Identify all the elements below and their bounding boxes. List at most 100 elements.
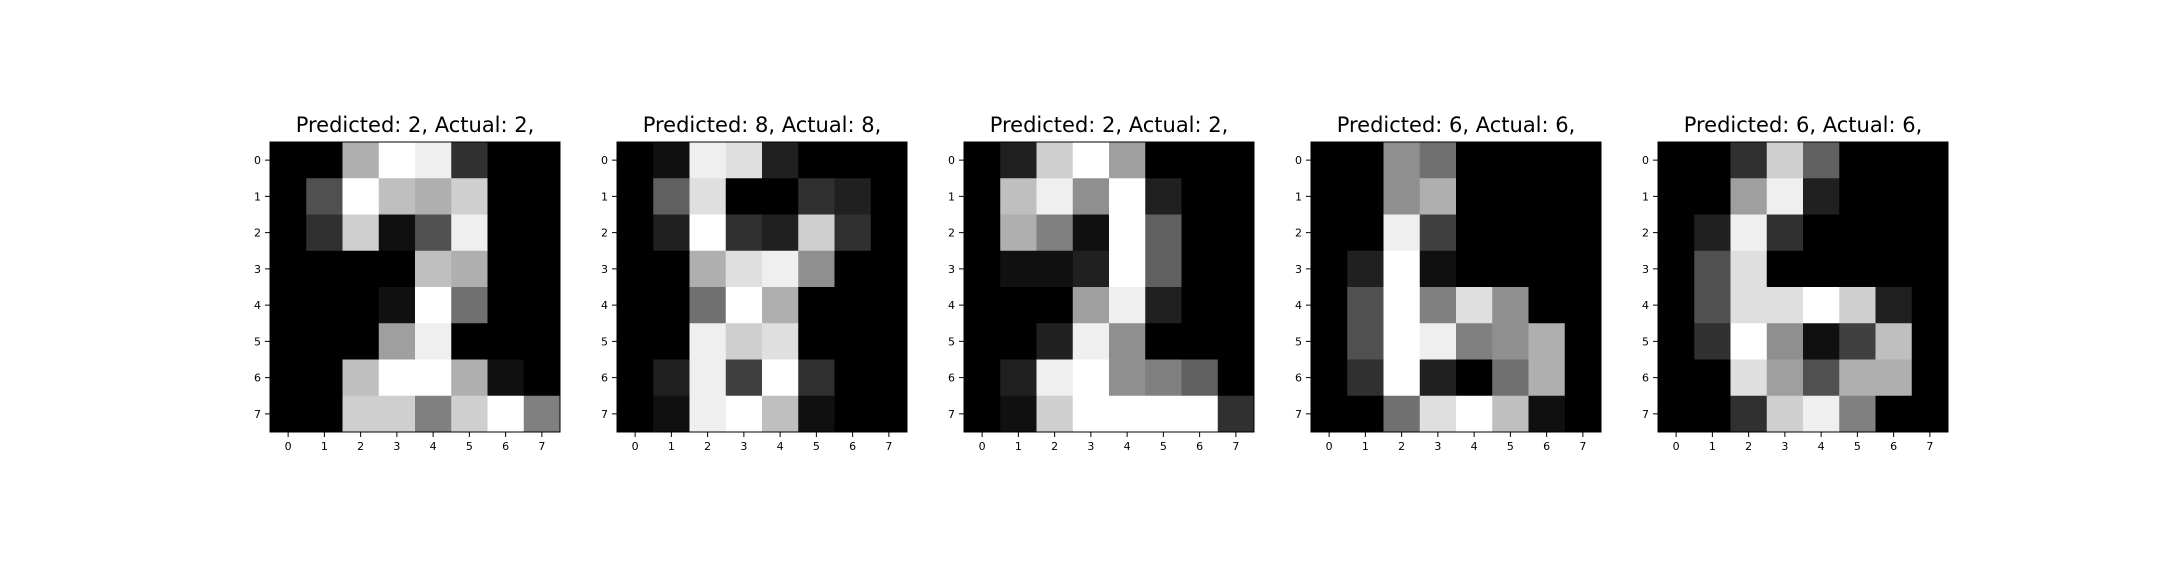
pixel-cell [1347, 214, 1384, 252]
pixel-cell [964, 178, 1001, 215]
y-tick-label: 5 [1295, 335, 1302, 348]
pixel-cell [1730, 250, 1768, 288]
y-tick-label: 6 [254, 372, 261, 385]
pixel-cell [270, 395, 307, 433]
pixel-cell [1181, 395, 1219, 433]
pixel-cell [1766, 178, 1804, 215]
pixel-cell [1347, 250, 1384, 288]
pixel-cell [451, 323, 488, 360]
pixel-cell [964, 323, 1001, 360]
pixel-cell [653, 359, 690, 397]
pixel-cell [762, 214, 799, 252]
x-tick-label: 4 [1818, 440, 1825, 453]
pixel-cell [870, 250, 908, 288]
pixel-cell [415, 323, 452, 360]
pixel-cell [798, 359, 835, 397]
pixel-cell [487, 178, 525, 215]
pixel-cell [762, 395, 799, 433]
pixel-cell [306, 287, 343, 324]
pixel-cell [1383, 287, 1421, 324]
pixel-cell [834, 323, 872, 360]
pixel-cell [689, 250, 727, 288]
pixel-cell [1839, 142, 1876, 179]
pixel-cell [523, 142, 561, 179]
pixel-cell [1564, 178, 1602, 215]
pixel-cell [523, 287, 561, 324]
pixel-cell [1730, 287, 1768, 324]
pixel-cell [1072, 250, 1110, 288]
pixel-cell [1803, 178, 1840, 215]
panel-title: Predicted: 8, Actual: 8, [643, 113, 882, 137]
pixel-cell [1109, 359, 1146, 397]
x-tick-label: 4 [777, 440, 784, 453]
pixel-cell [1528, 250, 1566, 288]
pixel-cell [1803, 395, 1840, 433]
pixel-cell [834, 250, 872, 288]
pixel-cell [1145, 359, 1182, 397]
x-tick-label: 0 [1673, 440, 1680, 453]
pixel-cell [1456, 323, 1493, 360]
pixel-cell [1694, 323, 1731, 360]
pixel-cell [1839, 323, 1876, 360]
x-tick-label: 7 [538, 440, 545, 453]
y-tick-label: 7 [254, 408, 261, 421]
pixel-cell [964, 142, 1001, 179]
pixel-cell [1875, 323, 1913, 360]
pixel-cell [451, 359, 488, 397]
pixel-cell [1000, 142, 1037, 179]
pixel-cell [487, 250, 525, 288]
pixel-cell [689, 214, 727, 252]
y-tick-label: 2 [254, 227, 261, 240]
pixel-cell [689, 323, 727, 360]
y-tick-label: 1 [1295, 190, 1302, 203]
pixel-cell [342, 214, 380, 252]
y-tick-label: 1 [601, 190, 608, 203]
pixel-cell [523, 178, 561, 215]
pixel-cell [1000, 323, 1037, 360]
pixel-cell [487, 287, 525, 324]
pixel-cell [523, 395, 561, 433]
pixel-cell [1492, 214, 1529, 252]
panel-title: Predicted: 6, Actual: 6, [1337, 113, 1576, 137]
pixel-cell [1658, 214, 1695, 252]
pixel-cell [1564, 395, 1602, 433]
pixel-cell [306, 178, 343, 215]
pixel-cell [689, 395, 727, 433]
pixel-cell [725, 142, 763, 179]
x-tick-label: 5 [466, 440, 473, 453]
pixel-cell [1911, 250, 1949, 288]
y-tick-label: 4 [1642, 299, 1649, 312]
y-tick-label: 4 [601, 299, 608, 312]
pixel-cell [1694, 359, 1731, 397]
pixel-cell [1658, 287, 1695, 324]
pixel-cell [1694, 250, 1731, 288]
pixel-cell [1145, 395, 1182, 433]
pixel-cell [523, 359, 561, 397]
pixel-cell [306, 250, 343, 288]
pixel-cell [1456, 287, 1493, 324]
pixel-cell [487, 395, 525, 433]
pixel-cell [834, 395, 872, 433]
pixel-cell [1109, 178, 1146, 215]
pixel-cell [1419, 323, 1457, 360]
pixel-cell [487, 323, 525, 360]
pixel-cell [1766, 323, 1804, 360]
pixel-cell [1875, 178, 1913, 215]
pixel-cell [689, 359, 727, 397]
pixel-cell [270, 250, 307, 288]
pixel-cell [762, 323, 799, 360]
pixel-cell [1036, 214, 1074, 252]
pixel-cell [798, 323, 835, 360]
x-tick-label: 4 [1124, 440, 1131, 453]
pixel-cell [1658, 359, 1695, 397]
axes-frame [1657, 141, 1949, 433]
pixel-cell [1528, 214, 1566, 252]
pixel-cell [653, 250, 690, 288]
pixel-cell [1564, 214, 1602, 252]
pixel-cell [1311, 395, 1348, 433]
pixel-cell [870, 142, 908, 179]
pixel-cell [1803, 287, 1840, 324]
pixel-cell [1072, 178, 1110, 215]
pixel-cell [1456, 178, 1493, 215]
pixel-cell [798, 250, 835, 288]
